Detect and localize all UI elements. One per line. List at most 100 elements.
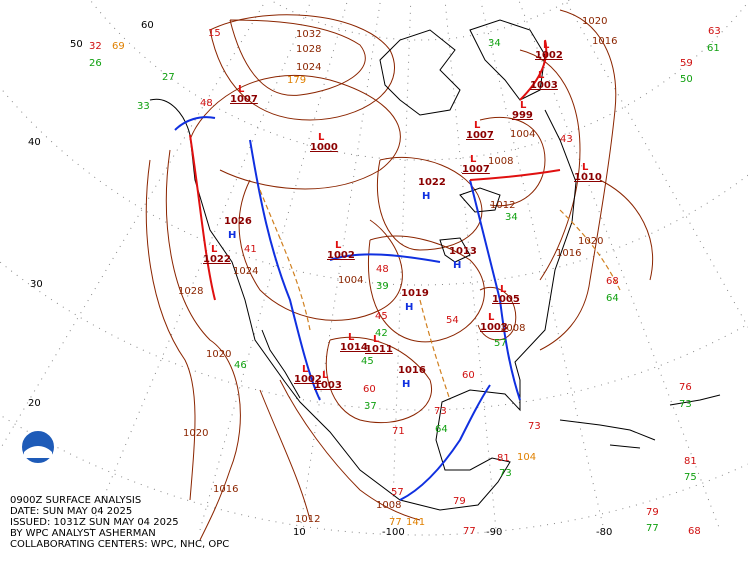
isobar-label: 1020 [578,236,603,247]
high-pressure: 1026 [224,216,252,227]
isobar-label: 1028 [296,44,321,55]
high-symbol: H [422,191,430,202]
coastline [469,19,546,101]
isobar [229,19,366,96]
isobar-label: 1016 [213,484,238,495]
station-value: 68 [688,526,701,537]
isobar [145,159,196,501]
station-value: 41 [244,244,257,255]
station-value: 48 [376,264,389,275]
lon-line [564,0,748,328]
isobar [376,156,483,251]
lon-line [391,0,412,531]
coastline [261,329,301,399]
low-symbol: L [318,132,325,143]
station-value: 27 [162,72,175,83]
lon-line [518,0,721,531]
station-value: 59 [680,58,693,69]
isobar-label: 1004 [338,275,363,286]
isobar [599,179,654,281]
isobar [519,49,581,281]
latitude-label: 60 [141,20,154,31]
low-pressure: 999 [512,110,533,121]
isobar-label: 1024 [296,62,321,73]
station-value: 60 [462,370,475,381]
low-pressure: 1010 [574,172,602,183]
isobar-label: 1008 [500,323,525,334]
high-pressure: 1016 [398,365,426,376]
station-value: 45 [375,311,388,322]
station-value: 32 [89,41,102,52]
cold-front [249,139,321,401]
isobar-label: 1008 [488,156,513,167]
high-symbol: H [228,230,236,241]
cold-front [399,384,491,501]
low-symbol: L [500,284,507,295]
station-value: 60 [363,384,376,395]
low-pressure: 1005 [492,294,520,305]
station-value: 73 [528,421,541,432]
station-value: 42 [375,328,388,339]
low-symbol: L [538,70,545,81]
isobar-label: 1028 [178,286,203,297]
low-pressure: 1003 [530,80,558,91]
lat-line [0,414,748,536]
low-symbol: L [520,100,527,111]
station-value: 61 [707,43,720,54]
lon-line [0,0,267,451]
latitude-label: 30 [30,279,43,290]
warm-front [519,39,548,101]
isobar-label: 1012 [490,200,515,211]
isobar-label: 1008 [376,500,401,511]
station-value: 77 [463,526,476,537]
low-pressure: 1002 [294,374,322,385]
lat-line [89,0,748,161]
lon-line [299,0,382,531]
station-value: 81 [684,456,697,467]
isobar [368,235,485,343]
station-value: 73 [434,406,447,417]
low-symbol: L [470,154,477,165]
isobar [259,389,311,521]
trough [259,189,621,401]
low-pressure: 1003 [314,380,342,391]
isobar-label: 1016 [592,36,617,47]
low-pressure: 1007 [466,130,494,141]
low-pressure: 1002 [327,250,355,261]
lon-line [89,0,312,531]
coastline [149,98,577,511]
isobar-label: 1020 [183,428,208,439]
station-value: 179 [287,75,306,86]
lat-lon-grid [0,0,748,536]
station-value: 68 [606,276,619,287]
low-symbol: L [373,334,380,345]
isobar [279,379,421,521]
station-value: 48 [200,98,213,109]
station-value: 39 [376,281,389,292]
isobar-label: 1016 [556,248,581,259]
low-pressure: 1007 [230,94,258,105]
low-pressure: 1000 [310,142,338,153]
longitude-label: -100 [382,527,405,538]
isobar [165,149,241,541]
station-value: 63 [708,26,721,37]
station-value: 57 [391,487,404,498]
isobar-label: 1004 [510,129,535,140]
station-value: 57 [494,338,507,349]
isobar [189,74,401,190]
high-symbol: H [405,302,413,313]
isobar-label: 1020 [582,16,607,27]
isobar-label: 1012 [295,514,320,525]
logo-wave [24,446,52,458]
station-value: 104 [517,452,536,463]
station-value: 64 [606,293,619,304]
high-symbol: H [453,260,461,271]
low-pressure: 1014 [340,342,368,353]
isobar [209,14,396,121]
latitude-label: 20 [28,398,41,409]
latitude-label: 50 [70,39,83,50]
low-pressure: 1011 [365,344,393,355]
warm-front [189,134,216,301]
low-symbol: L [322,370,329,381]
